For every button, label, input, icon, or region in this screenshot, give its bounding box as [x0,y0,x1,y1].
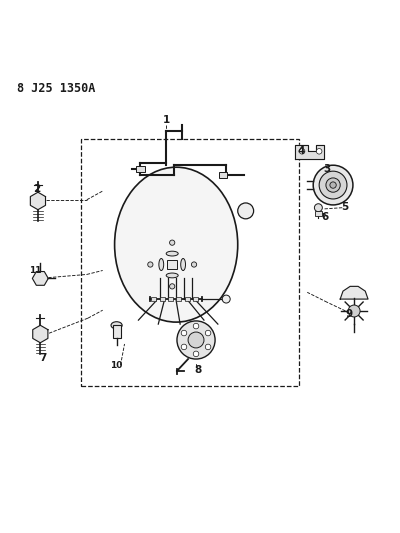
Bar [160,297,165,302]
Circle shape [193,324,199,329]
Bar [193,297,198,302]
Bar [167,260,177,269]
Polygon shape [32,271,48,285]
Circle shape [170,240,175,245]
Circle shape [205,344,211,350]
Bar [136,166,145,172]
Circle shape [205,330,211,336]
Text: 10: 10 [110,361,123,370]
Circle shape [326,178,340,192]
Text: 6: 6 [322,212,329,222]
Bar [151,297,156,302]
Ellipse shape [181,259,186,271]
Circle shape [181,330,187,336]
Circle shape [330,182,336,188]
Bar [81,140,299,386]
Circle shape [170,284,175,289]
Bar [315,211,322,216]
Bar [219,172,227,179]
Text: 7: 7 [40,353,47,363]
Text: 8 J25 1350A: 8 J25 1350A [17,82,96,95]
Circle shape [316,149,322,154]
Circle shape [314,204,322,212]
Circle shape [188,332,204,348]
Text: 5: 5 [341,202,349,212]
Circle shape [313,165,353,205]
Ellipse shape [114,167,238,322]
Text: 2: 2 [33,184,40,194]
Text: 3: 3 [324,164,331,174]
Polygon shape [295,146,324,159]
Polygon shape [30,192,46,209]
Text: 4: 4 [298,146,305,156]
Bar [113,325,120,338]
Bar [185,297,190,302]
Circle shape [148,262,153,267]
Text: 9: 9 [345,309,352,319]
Ellipse shape [166,273,178,278]
Text: 11: 11 [29,266,42,275]
Circle shape [222,295,230,303]
Circle shape [177,321,215,359]
Bar [168,297,173,302]
Circle shape [181,344,187,350]
Ellipse shape [166,251,178,256]
Circle shape [192,262,197,267]
Circle shape [348,305,360,317]
Circle shape [238,203,254,219]
Ellipse shape [111,322,122,329]
Text: 8: 8 [194,365,202,375]
Bar [176,297,181,302]
Ellipse shape [159,259,164,271]
Text: 1: 1 [163,115,170,125]
Circle shape [319,171,347,199]
Circle shape [193,351,199,357]
Polygon shape [33,325,48,343]
Circle shape [299,149,305,154]
Polygon shape [340,286,368,299]
